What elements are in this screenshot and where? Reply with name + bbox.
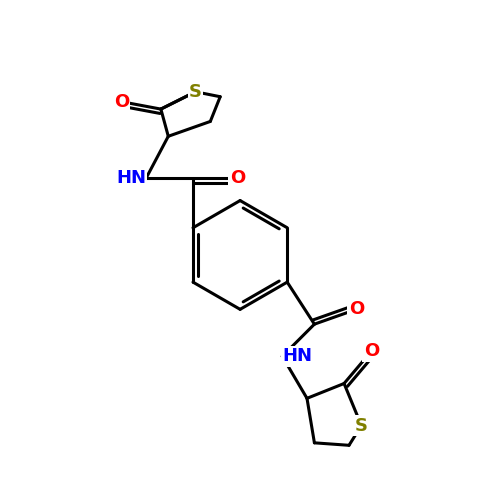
Text: O: O (114, 92, 129, 110)
Text: O: O (230, 170, 245, 188)
Text: O: O (364, 342, 379, 360)
Text: HN: HN (282, 348, 312, 366)
Text: O: O (349, 300, 364, 318)
Text: S: S (355, 416, 368, 434)
Text: S: S (189, 83, 202, 101)
Text: HN: HN (116, 170, 146, 188)
